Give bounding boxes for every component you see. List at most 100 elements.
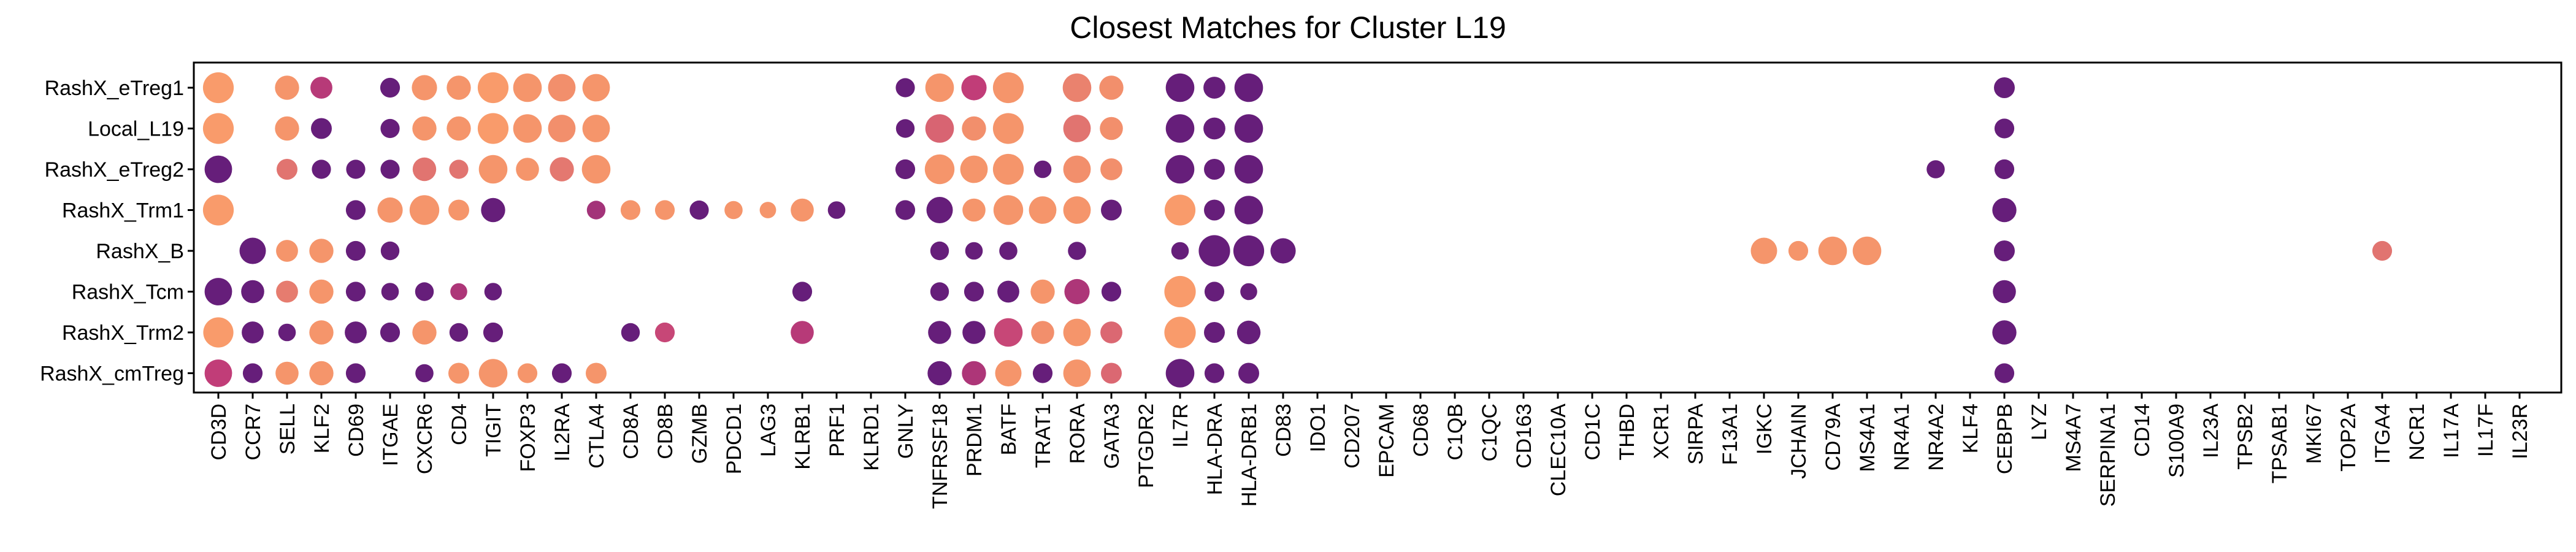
gene-label: NCR1 [2405, 404, 2429, 461]
dot-RashX_eTreg2-HLA-DRA [1204, 159, 1225, 180]
dot-Local_L19-TNFRSF18 [925, 114, 954, 143]
dot-RashX_eTreg2-CTLA4 [581, 155, 611, 184]
dot-RashX_eTreg1-FOXP3 [513, 73, 542, 102]
gene-label: CEBPB [1993, 404, 2017, 474]
dot-Local_L19-IL2RA [548, 115, 576, 142]
gene-label: TPSB2 [2234, 404, 2257, 470]
dot-RashX_eTreg2-CEBPB [1994, 159, 2015, 180]
dot-RashX_eTreg1-CEBPB [1994, 77, 2015, 98]
gene-label: CCR7 [242, 404, 265, 461]
dot-RashX_Trm2-CD8A [621, 323, 640, 342]
gene-label: ITGAE [379, 404, 402, 466]
gene-label: PRF1 [826, 404, 849, 457]
dot-RashX_Trm1-IL7R [1164, 194, 1196, 226]
dot-RashX_Tcm-CD4 [450, 283, 467, 301]
dot-RashX_Tcm-GATA3 [1101, 282, 1122, 302]
dot-RashX_B-MS4A1 [1852, 236, 1882, 266]
dot-RashX_B-RORA [1068, 242, 1086, 260]
dot-RashX_Tcm-CCR7 [241, 280, 264, 304]
dot-RashX_Trm2-CCR7 [242, 321, 264, 343]
dot-RashX_eTreg2-HLA-DRB1 [1234, 155, 1263, 184]
dot-RashX_Trm1-CD4 [448, 199, 469, 221]
plot-frame [193, 61, 2563, 394]
gene-label: SIRPA [1684, 404, 1708, 465]
gene-label: TPSAB1 [2268, 404, 2291, 483]
dot-Local_L19-KLF2 [311, 118, 332, 139]
dot-RashX_Trm1-GNLY [895, 200, 916, 220]
dot-Local_L19-CEBPB [1994, 118, 2015, 139]
dot-RashX_eTreg2-TNFRSF18 [924, 154, 955, 185]
gene-label: CD8B [654, 404, 677, 459]
dot-RashX_eTreg1-SELL [275, 75, 299, 100]
dot-RashX_cmTreg-RORA [1063, 359, 1091, 387]
gene-label: PDCD1 [723, 404, 746, 474]
gene-label: IL2RA [551, 404, 574, 462]
dot-Local_L19-CTLA4 [582, 115, 610, 142]
dot-RashX_Tcm-KLF2 [309, 279, 334, 304]
dot-RashX_B-HLA-DRA [1198, 235, 1230, 267]
dot-RashX_B-SELL [276, 240, 298, 262]
gene-label: MS4A1 [1856, 404, 1879, 472]
dot-RashX_eTreg1-KLF2 [310, 77, 332, 99]
dot-RashX_Tcm-HLA-DRA [1204, 282, 1225, 302]
dot-RashX_Trm1-GZMB [689, 200, 709, 220]
dot-RashX_eTreg1-RORA [1062, 73, 1092, 102]
dot-Local_L19-GATA3 [1100, 117, 1123, 140]
dot-RashX_Trm2-CD8B [654, 322, 675, 343]
gene-label: TNFRSF18 [929, 404, 952, 509]
dot-RashX_Trm2-CD3D [203, 317, 234, 348]
gene-label: TRAT1 [1032, 404, 1055, 468]
gene-label: CD3D [207, 404, 231, 461]
dot-RashX_eTreg1-HLA-DRB1 [1234, 73, 1263, 102]
dot-RashX_cmTreg-PRDM1 [962, 361, 986, 386]
gene-label: IL23R [2509, 404, 2532, 459]
gene-label: PTGDR2 [1135, 404, 1158, 488]
dot-RashX_cmTreg-CEBPB [1994, 363, 2015, 383]
gene-label: EPCAM [1375, 404, 1398, 478]
dot-RashX_B-CD79A [1818, 236, 1847, 266]
dot-RashX_Tcm-KLRB1 [792, 282, 813, 302]
dot-RashX_Tcm-PRDM1 [964, 282, 984, 302]
gene-label: KLF4 [1959, 404, 1982, 453]
dots [202, 72, 2393, 388]
dot-RashX_eTreg1-CXCR6 [412, 75, 437, 101]
dot-RashX_eTreg2-TIGIT [478, 155, 508, 184]
gene-label: IDO1 [1306, 404, 1330, 452]
gene-label: CD83 [1272, 404, 1295, 457]
dot-RashX_Trm1-CD3D [202, 194, 234, 226]
dot-RashX_eTreg2-NR4A2 [1926, 160, 1945, 178]
dot-RashX_B-TNFRSF18 [930, 241, 949, 261]
dot-RashX_Trm1-CXCR6 [409, 195, 440, 225]
dot-RashX_cmTreg-CD69 [345, 363, 366, 383]
dot-RashX_Trm2-KLF2 [309, 320, 334, 345]
dot-RashX_Trm2-RORA [1063, 318, 1091, 347]
dot-RashX_Tcm-CXCR6 [415, 282, 434, 301]
dot-RashX_Trm2-HLA-DRA [1204, 322, 1225, 343]
row-label: RashX_Tcm [72, 281, 184, 304]
chart-title: Closest Matches for Cluster L19 [1070, 10, 1506, 45]
dot-RashX_cmTreg-GATA3 [1101, 362, 1122, 384]
dot-RashX_Trm1-HLA-DRB1 [1234, 196, 1263, 224]
gene-label: IL17F [2474, 404, 2497, 457]
gene-label: LYZ [2028, 404, 2051, 440]
dot-RashX_Trm2-TIGIT [483, 322, 504, 343]
dot-RashX_B-CEBPB [1994, 240, 2015, 261]
dot-RashX_B-ITGAE [380, 241, 400, 261]
dot-RashX_cmTreg-FOXP3 [517, 363, 538, 383]
dot-RashX_cmTreg-TIGIT [478, 359, 508, 388]
gene-label: KLRD1 [860, 404, 883, 471]
dot-RashX_cmTreg-HLA-DRB1 [1238, 362, 1259, 384]
gene-label: HLA-DRA [1203, 404, 1227, 496]
dot-RashX_Trm2-GATA3 [1100, 321, 1122, 343]
dot-Local_L19-IL7R [1165, 114, 1195, 143]
dot-RashX_cmTreg-KLF2 [309, 361, 334, 386]
gene-label: MKI67 [2302, 404, 2326, 464]
dot-Local_L19-SELL [275, 116, 299, 141]
dot-RashX_B-BATF [999, 242, 1018, 260]
dot-RashX_B-JCHAIN [1788, 240, 1809, 261]
dot-RashX_B-KLF2 [309, 239, 334, 263]
gene-label: IGKC [1753, 404, 1776, 454]
gene-label: JCHAIN [1787, 404, 1811, 479]
dot-RashX_B-IL7R [1171, 242, 1189, 260]
